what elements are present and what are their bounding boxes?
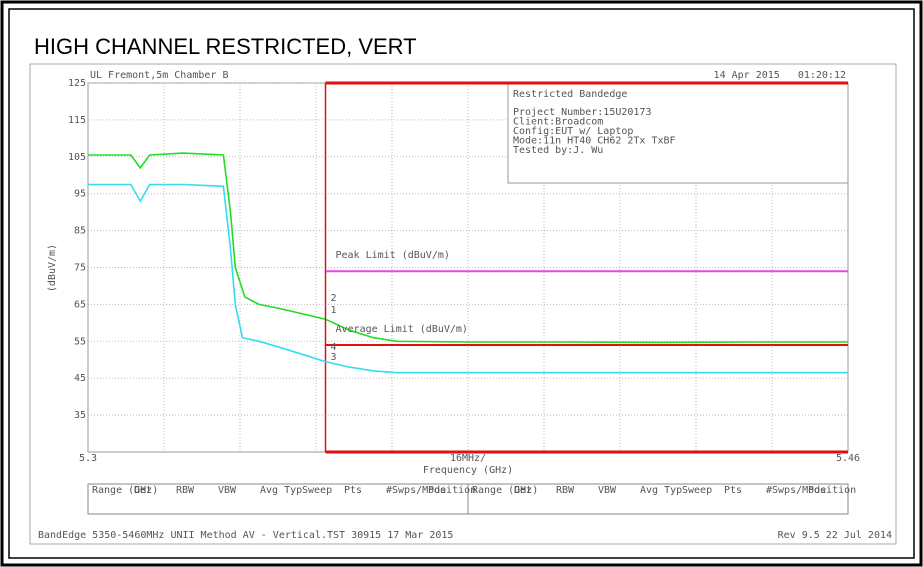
info-line: Project Number:15U20173 — [513, 107, 651, 118]
timestamp: 14 Apr 2015 01:20:12 — [714, 70, 846, 81]
marker-label: 4 — [331, 342, 337, 353]
table-header: VBW — [598, 485, 617, 496]
chart-title: HIGH CHANNEL RESTRICTED, VERT — [34, 34, 417, 59]
site: UL Fremont,5m Chamber B — [90, 70, 228, 81]
table-header: Sweep — [302, 485, 332, 496]
y-label: (dBuV/m) — [47, 244, 58, 292]
x-label: Frequency (GHz) — [423, 465, 513, 476]
trace — [88, 152, 848, 344]
y-tick-label: 35 — [74, 410, 86, 421]
table-header: Det — [514, 485, 532, 496]
y-tick-label: 95 — [74, 189, 86, 200]
span-label: 16MHz/ — [450, 453, 486, 464]
y-tick-label: 125 — [68, 78, 86, 89]
info-heading: Restricted Bandedge — [513, 89, 627, 100]
inner-frame — [8, 8, 915, 559]
info-line: Config:EUT w/ Laptop — [513, 126, 633, 137]
y-tick-label: 105 — [68, 152, 86, 163]
info-box — [507, 82, 849, 184]
table-header: Avg Typ — [640, 485, 682, 496]
info-line: Client:Broadcom — [513, 117, 603, 128]
table-header: #Swps/Mode — [766, 485, 826, 496]
plot-frame — [29, 63, 897, 545]
y-tick-label: 75 — [74, 263, 86, 274]
y-tick-label: 85 — [74, 226, 86, 237]
marker-label: 3 — [331, 352, 337, 363]
y-tick-label: 45 — [74, 373, 86, 384]
table-header: #Swps/Mode — [386, 485, 446, 496]
y-tick-label: 65 — [74, 299, 86, 310]
footer-left: BandEdge 5350-5460MHz UNII Method AV - V… — [38, 530, 453, 541]
trace — [88, 183, 848, 374]
limit-label: Average Limit (dBuV/m) — [336, 324, 468, 335]
footer-right: Rev 9.5 22 Jul 2014 — [778, 530, 892, 541]
table-header: Range (GHz) — [472, 485, 538, 496]
marker-label: 2 — [331, 293, 337, 304]
x-tick-label: 5.46 — [836, 453, 860, 464]
table-header: Position — [428, 485, 476, 496]
table-header: Range (GHz) — [92, 485, 158, 496]
table-header: Pts — [344, 485, 362, 496]
info-line: Mode:11n HT40 CH62 2Tx TxBF — [513, 136, 676, 147]
x-tick-label: 5.3 — [79, 453, 97, 464]
table-header: RBW — [556, 485, 575, 496]
info-line: Tested by:J. Wu — [513, 145, 603, 156]
table-header: Pts — [724, 485, 742, 496]
y-tick-label: 55 — [74, 336, 86, 347]
table-header: Det — [134, 485, 152, 496]
table-header: RBW — [176, 485, 195, 496]
table-header: Sweep — [682, 485, 712, 496]
table-header: Position — [808, 485, 856, 496]
limit-label: Peak Limit (dBuV/m) — [336, 250, 450, 261]
y-tick-label: 115 — [68, 115, 86, 126]
table-header: VBW — [218, 485, 237, 496]
table-header: Avg Typ — [260, 485, 302, 496]
marker-label: 1 — [331, 305, 337, 316]
